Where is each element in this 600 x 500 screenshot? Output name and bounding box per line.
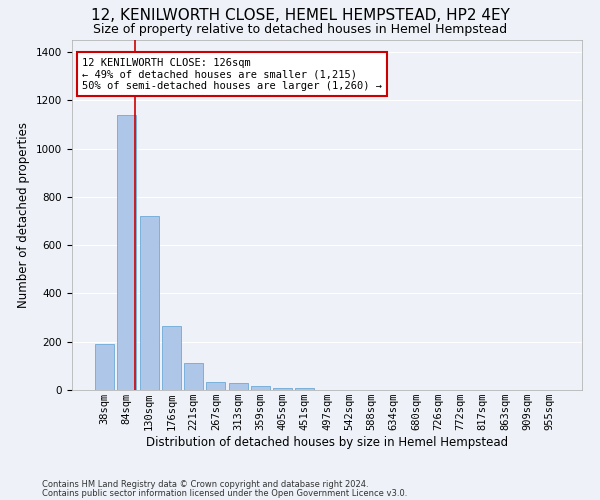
- Bar: [95, 344, 114, 390]
- Bar: [251, 386, 270, 390]
- Bar: [184, 364, 203, 390]
- Text: 12, KENILWORTH CLOSE, HEMEL HEMPSTEAD, HP2 4EY: 12, KENILWORTH CLOSE, HEMEL HEMPSTEAD, H…: [91, 8, 509, 22]
- Bar: [140, 216, 158, 390]
- Bar: [273, 388, 292, 390]
- Text: 12 KENILWORTH CLOSE: 126sqm
← 49% of detached houses are smaller (1,215)
50% of : 12 KENILWORTH CLOSE: 126sqm ← 49% of det…: [82, 58, 382, 90]
- Text: Size of property relative to detached houses in Hemel Hempstead: Size of property relative to detached ho…: [93, 22, 507, 36]
- Text: Contains HM Land Registry data © Crown copyright and database right 2024.: Contains HM Land Registry data © Crown c…: [42, 480, 368, 489]
- X-axis label: Distribution of detached houses by size in Hemel Hempstead: Distribution of detached houses by size …: [146, 436, 508, 449]
- Y-axis label: Number of detached properties: Number of detached properties: [17, 122, 31, 308]
- Bar: [118, 115, 136, 390]
- Bar: [295, 388, 314, 390]
- Bar: [229, 383, 248, 390]
- Bar: [206, 382, 225, 390]
- Text: Contains public sector information licensed under the Open Government Licence v3: Contains public sector information licen…: [42, 488, 407, 498]
- Bar: [162, 326, 181, 390]
